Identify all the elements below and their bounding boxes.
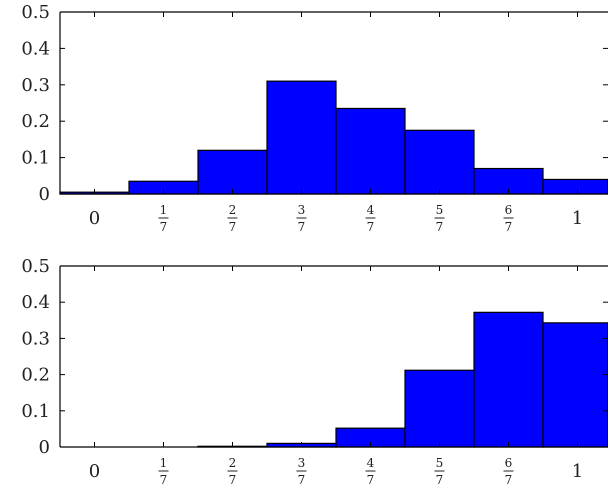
fraction-denominator: 7 bbox=[229, 220, 237, 234]
x-tick-label: 1 bbox=[572, 208, 583, 229]
fraction-numerator: 5 bbox=[436, 456, 444, 470]
x-tick-label-fraction: 57 bbox=[434, 456, 445, 487]
fraction-denominator: 7 bbox=[298, 473, 306, 487]
x-tick-label: 0 bbox=[89, 208, 100, 229]
fraction-denominator: 7 bbox=[229, 473, 237, 487]
bar-4 bbox=[266, 80, 337, 195]
y-tick-label: 0.2 bbox=[21, 111, 50, 132]
bar-5 bbox=[335, 107, 406, 195]
x-tick-label-fraction: 67 bbox=[503, 203, 514, 234]
y-tick-label: 0.5 bbox=[21, 2, 50, 23]
x-tick-label: 1 bbox=[572, 461, 583, 482]
fraction-numerator: 2 bbox=[229, 203, 237, 217]
fraction-numerator: 1 bbox=[160, 456, 168, 470]
fraction-denominator: 7 bbox=[367, 220, 375, 234]
fraction-numerator: 1 bbox=[160, 203, 168, 217]
fraction-numerator: 6 bbox=[505, 456, 513, 470]
y-tick-label: 0 bbox=[39, 437, 50, 458]
fraction-numerator: 3 bbox=[298, 456, 306, 470]
bar-6 bbox=[404, 369, 475, 448]
x-tick-label-fraction: 27 bbox=[227, 203, 238, 234]
fraction-denominator: 7 bbox=[160, 473, 168, 487]
fraction-numerator: 4 bbox=[367, 456, 375, 470]
bar-6 bbox=[404, 129, 475, 195]
y-tick-label: 0.3 bbox=[21, 75, 50, 96]
bar-8 bbox=[542, 178, 608, 195]
x-tick-label-fraction: 17 bbox=[158, 456, 169, 487]
x-tick-label: 0 bbox=[89, 461, 100, 482]
fraction-numerator: 5 bbox=[436, 203, 444, 217]
y-tick-label: 0.2 bbox=[21, 365, 50, 386]
fraction-numerator: 2 bbox=[229, 456, 237, 470]
y-tick-label: 0 bbox=[39, 184, 50, 205]
fraction-denominator: 7 bbox=[505, 473, 513, 487]
x-tick-label-fraction: 27 bbox=[227, 456, 238, 487]
y-tick-label: 0.1 bbox=[21, 401, 50, 422]
y-tick-label: 0.4 bbox=[21, 292, 50, 313]
bar-3 bbox=[197, 149, 268, 195]
fraction-denominator: 7 bbox=[367, 473, 375, 487]
fraction-numerator: 6 bbox=[505, 203, 513, 217]
fraction-numerator: 4 bbox=[367, 203, 375, 217]
x-tick-label-fraction: 17 bbox=[158, 203, 169, 234]
fraction-denominator: 7 bbox=[436, 220, 444, 234]
fraction-denominator: 7 bbox=[505, 220, 513, 234]
fraction-denominator: 7 bbox=[436, 473, 444, 487]
x-tick-label-fraction: 37 bbox=[296, 203, 307, 234]
y-tick-label: 0.1 bbox=[21, 148, 50, 169]
y-tick-label: 0.3 bbox=[21, 328, 50, 349]
x-tick-label-fraction: 47 bbox=[365, 456, 376, 487]
fraction-numerator: 3 bbox=[298, 203, 306, 217]
x-tick-label-fraction: 57 bbox=[434, 203, 445, 234]
x-tick-label-fraction: 67 bbox=[503, 456, 514, 487]
y-tick-label: 0.5 bbox=[21, 256, 50, 277]
x-tick-label-fraction: 47 bbox=[365, 203, 376, 234]
fraction-denominator: 7 bbox=[160, 220, 168, 234]
bar-8 bbox=[542, 322, 608, 448]
x-tick-label-fraction: 37 bbox=[296, 456, 307, 487]
y-tick-label: 0.4 bbox=[21, 38, 50, 59]
fraction-denominator: 7 bbox=[298, 220, 306, 234]
bar-7 bbox=[473, 311, 544, 448]
